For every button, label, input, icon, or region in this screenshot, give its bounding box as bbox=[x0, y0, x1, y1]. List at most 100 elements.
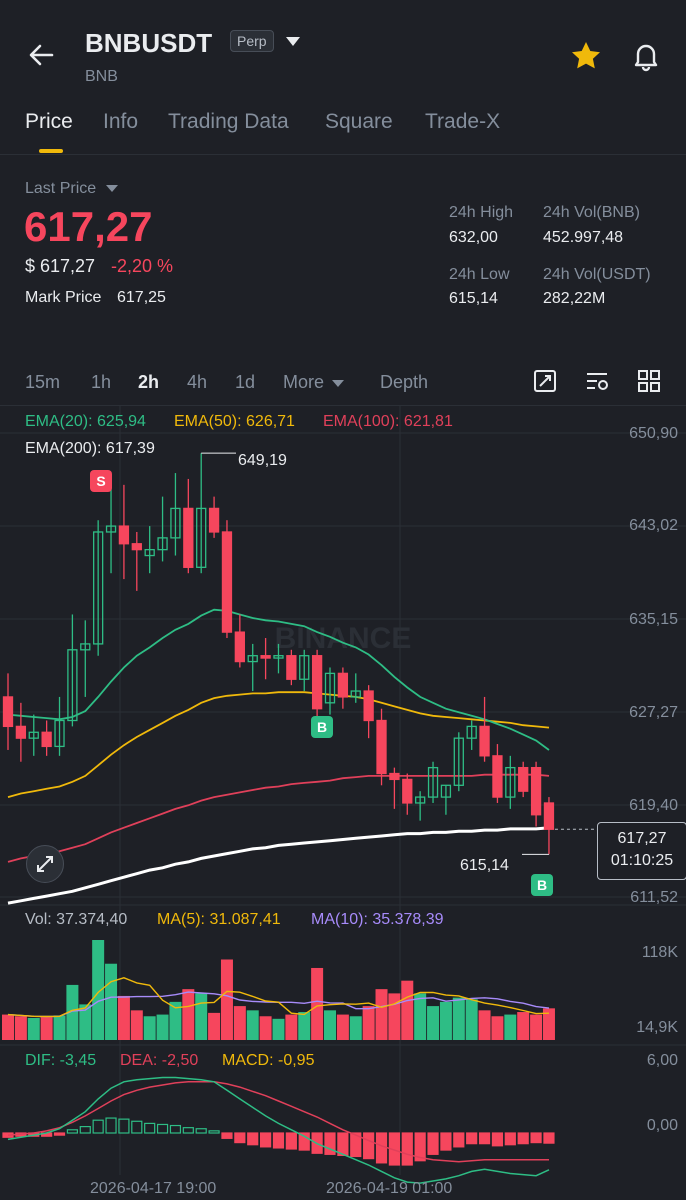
volume-tick-label: 118K bbox=[641, 944, 678, 961]
candle-body bbox=[415, 796, 426, 804]
timeframe-1d[interactable]: 1d bbox=[235, 372, 256, 392]
candle-body bbox=[543, 802, 555, 830]
volume-bar bbox=[401, 980, 414, 1040]
favorite-button[interactable] bbox=[568, 38, 604, 74]
volume-bar bbox=[478, 1010, 491, 1040]
caret-down-icon bbox=[332, 380, 345, 387]
sell-signal-badge bbox=[90, 470, 112, 492]
macd-histogram-bar bbox=[169, 1124, 182, 1134]
high-marker-label: 649,19 bbox=[238, 452, 287, 469]
candle-body bbox=[157, 537, 168, 551]
candle-body bbox=[492, 755, 503, 798]
volume-bar bbox=[143, 1016, 156, 1040]
candle-body bbox=[402, 778, 413, 804]
timeframe-2h[interactable]: 2h bbox=[138, 372, 160, 392]
alert-button[interactable] bbox=[628, 38, 664, 74]
macd-histogram-bar bbox=[66, 1129, 79, 1134]
candle-body bbox=[466, 725, 477, 739]
macd-histogram-bar bbox=[453, 1132, 465, 1148]
candlestick-chart[interactable]: BINANCE S B B bbox=[0, 406, 686, 1200]
base-asset-label: BNB bbox=[85, 68, 118, 85]
macd-histogram-bar bbox=[144, 1122, 156, 1134]
macd-legend: MACD: -0,95 bbox=[222, 1052, 315, 1069]
volume-bar bbox=[491, 1016, 504, 1040]
macd-histogram-bar bbox=[350, 1132, 362, 1158]
price-tick-label: 650,90 bbox=[629, 425, 678, 442]
volume-bar bbox=[259, 1016, 272, 1040]
fullscreen-chart-button[interactable] bbox=[532, 368, 558, 399]
candle-body bbox=[440, 784, 452, 798]
volume-bar bbox=[285, 1014, 298, 1040]
grid-icon bbox=[638, 370, 660, 392]
candle-body bbox=[260, 655, 271, 659]
macd-histogram-bar bbox=[260, 1132, 272, 1148]
last-price-selector[interactable]: Last Price bbox=[25, 180, 119, 198]
candle-body bbox=[311, 655, 323, 710]
volume-bar bbox=[298, 1012, 311, 1040]
timeframe-15m[interactable]: 15m bbox=[25, 372, 61, 392]
volume-bar bbox=[195, 993, 208, 1040]
high-24h-value: 632,00 bbox=[449, 229, 498, 246]
sell-signal-badge-label: S bbox=[96, 473, 105, 489]
tab-square[interactable]: Square bbox=[325, 110, 393, 133]
ema200-line bbox=[7, 826, 550, 905]
layout-grid-button[interactable] bbox=[636, 368, 662, 399]
indicator-settings-button[interactable] bbox=[584, 368, 610, 399]
depth-tab[interactable]: Depth bbox=[380, 372, 429, 392]
date-axis-label: 2026-04-17 19:00 bbox=[90, 1180, 217, 1197]
price-tick-label: 643,02 bbox=[629, 517, 678, 534]
ema50-legend: EMA(50): 626,71 bbox=[174, 413, 295, 430]
vol-bnb-value: 452.997,48 bbox=[543, 229, 624, 246]
volume-bar bbox=[272, 1018, 285, 1040]
ma10-legend: MA(10): 35.378,39 bbox=[311, 911, 444, 928]
current-price-box: 617,27 01:10:25 bbox=[597, 822, 686, 880]
volume-bar bbox=[169, 1001, 182, 1040]
expand-chart-button[interactable] bbox=[26, 845, 64, 883]
volume-bar bbox=[156, 1014, 169, 1040]
back-button[interactable] bbox=[24, 38, 58, 72]
macd-tick-label: 0,00 bbox=[646, 1117, 678, 1134]
vol-bnb-label: 24h Vol(BNB) bbox=[543, 204, 640, 221]
vol-usdt-value: 282,22M bbox=[543, 290, 606, 307]
candle-body bbox=[376, 719, 387, 775]
caret-down-icon bbox=[286, 37, 300, 46]
candle-body bbox=[324, 672, 336, 704]
symbol-dropdown[interactable] bbox=[284, 34, 304, 50]
volume-bar bbox=[130, 1010, 143, 1040]
price-tick-label: 627,27 bbox=[629, 704, 678, 721]
macd-histogram-bar bbox=[221, 1132, 233, 1139]
candle-body bbox=[2, 696, 14, 728]
volume-bar bbox=[465, 999, 478, 1040]
tab-price[interactable]: Price bbox=[25, 110, 73, 133]
tab-info[interactable]: Info bbox=[103, 110, 139, 133]
macd-histogram-bar bbox=[79, 1125, 91, 1134]
candle-body bbox=[299, 655, 310, 680]
volume-bar bbox=[375, 989, 388, 1040]
back-arrow-icon bbox=[29, 44, 54, 66]
tab-trading-data[interactable]: Trading Data bbox=[168, 110, 289, 133]
volume-bar bbox=[504, 1014, 517, 1040]
active-tab-indicator bbox=[39, 149, 63, 153]
candle-body bbox=[15, 725, 27, 739]
candle-body bbox=[479, 725, 490, 757]
timeframe-1h[interactable]: 1h bbox=[91, 372, 112, 392]
volume-bar bbox=[53, 1015, 66, 1040]
volume-bar bbox=[414, 993, 427, 1040]
volume-bar bbox=[2, 1014, 14, 1040]
macd-histogram-bar bbox=[440, 1132, 452, 1151]
candle-body bbox=[247, 655, 258, 663]
symbol-title[interactable]: BNBUSDT bbox=[85, 28, 213, 58]
volume-bar bbox=[349, 1016, 362, 1040]
macd-histogram-bar bbox=[324, 1132, 336, 1155]
more-timeframes-dropdown[interactable]: More bbox=[283, 372, 345, 393]
settings-sliders-icon bbox=[587, 373, 608, 390]
candle-body bbox=[67, 649, 78, 722]
candle-body bbox=[518, 766, 529, 792]
candle-body bbox=[350, 690, 361, 698]
tab-trade-x[interactable]: Trade-X bbox=[425, 110, 501, 133]
timeframe-4h[interactable]: 4h bbox=[187, 372, 208, 392]
macd-histogram-bar bbox=[156, 1123, 169, 1134]
volume-bar bbox=[388, 993, 401, 1040]
volume-tick-label: 14,9K bbox=[636, 1019, 678, 1036]
high-24h-label: 24h High bbox=[449, 204, 514, 221]
